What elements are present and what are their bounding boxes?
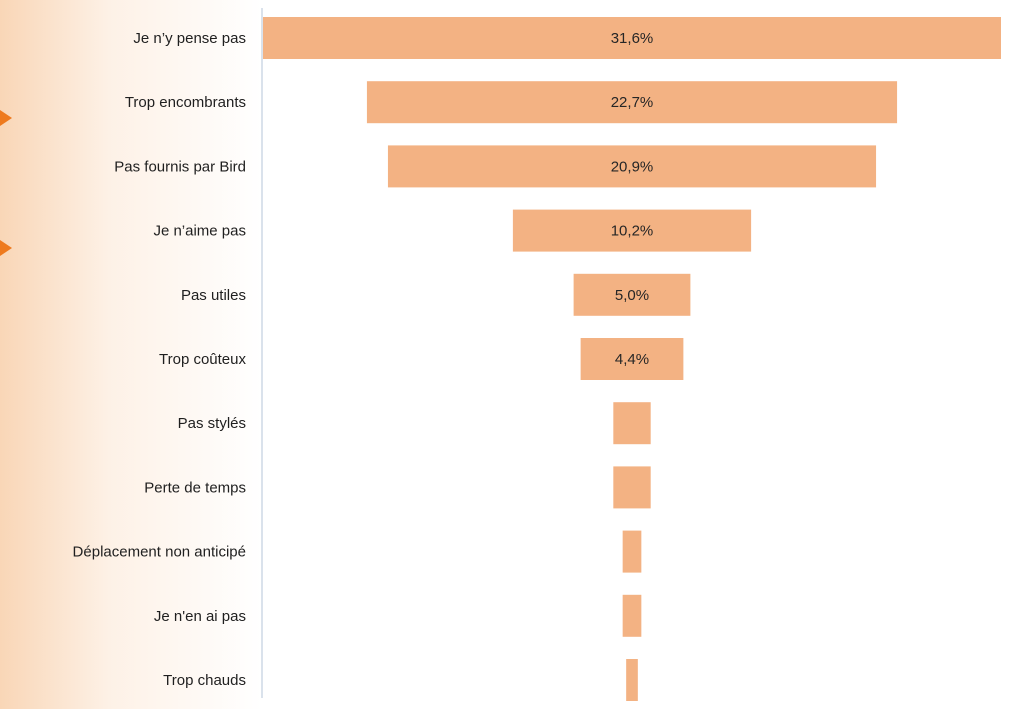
category-label: Trop chauds [163, 672, 246, 689]
bar [622, 530, 642, 573]
category-label: Je n’y pense pas [133, 30, 246, 47]
data-label: 20,9% [611, 158, 654, 175]
category-label: Déplacement non anticipé [73, 544, 246, 561]
bar [622, 594, 642, 637]
bar [263, 17, 1001, 59]
value-labels: 31,6% 22,7% 20,9% 10,2% 5,0% 4,4% [611, 30, 654, 368]
category-labels: Je n’y pense pas Trop encombrants Pas four… [73, 30, 247, 689]
bar [387, 145, 877, 188]
data-label: 22,7% [611, 94, 654, 111]
data-label: 10,2% [611, 223, 654, 240]
category-label: Pas stylés [178, 415, 246, 432]
category-label: Trop coûteux [159, 351, 246, 368]
category-label: Je n'en ai pas [154, 608, 246, 625]
bar [580, 338, 684, 380]
data-label: 31,6% [611, 30, 654, 47]
category-label: Trop encombrants [125, 94, 246, 111]
bar [512, 209, 752, 252]
data-label: 5,0% [615, 287, 649, 304]
bar [613, 402, 651, 445]
category-label: Pas fournis par Bird [114, 158, 246, 175]
arrow-marker-icon [0, 110, 12, 126]
category-label: Je n’aime pas [153, 223, 246, 240]
arrow-marker-icon [0, 240, 12, 256]
data-label: 4,4% [615, 351, 649, 368]
bar [613, 466, 651, 509]
bar [626, 659, 638, 701]
bar [366, 81, 898, 124]
bar [573, 273, 691, 316]
category-label: Perte de temps [144, 479, 246, 496]
bars-group [263, 17, 1001, 701]
category-label: Pas utiles [181, 287, 246, 304]
